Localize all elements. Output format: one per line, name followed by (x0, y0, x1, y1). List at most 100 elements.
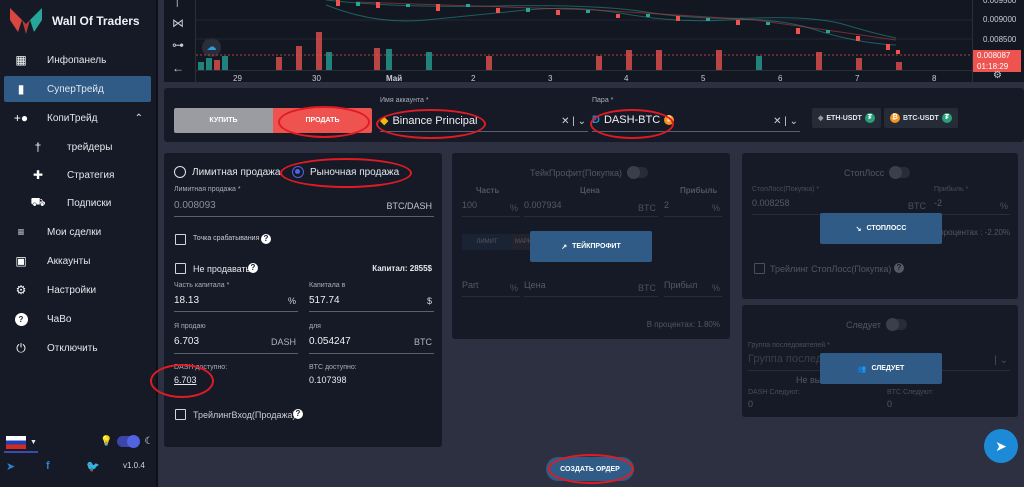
help-icon[interactable]: ? (261, 234, 271, 244)
chevron-down-icon[interactable]: ⌄ (577, 116, 586, 127)
buy-button[interactable]: КУПИТЬ (174, 108, 273, 133)
quick-pair-eth-usdt[interactable]: ◆ ETH-USDT ₮ (812, 108, 881, 128)
capital-usd-input[interactable]: 517.74 $ (309, 292, 434, 312)
sidebar-item-logout[interactable]: ⏻ Отключить (4, 335, 151, 361)
vertical-line-tool-icon[interactable]: ⊤ (172, 0, 183, 10)
help-icon[interactable]: ? (894, 263, 904, 273)
caret-down-icon: ▼ (30, 438, 37, 446)
fib-tool-icon[interactable]: ⊶ (172, 38, 184, 52)
stop-loss-price-input[interactable]: 0.008258 BTC (752, 195, 928, 215)
usdt-icon: ₮ (941, 113, 952, 123)
wallet-icon: ▣ (15, 254, 27, 268)
gear-icon: ⚙ (15, 283, 27, 297)
sidebar-item-strategy[interactable]: ✚ Стратегия (32, 168, 115, 182)
stop-loss-profit-input[interactable]: -2% (934, 195, 1010, 215)
stop-loss-toggle[interactable] (889, 166, 911, 179)
chart-cloud-badge[interactable]: ☁ (202, 38, 221, 57)
clear-icon[interactable]: ✕ (561, 116, 570, 127)
enable-take-profit-button[interactable]: ↗ ТЕЙКПРОФИТ (530, 231, 652, 262)
paper-plane-icon: ➤ (995, 437, 1007, 454)
enable-follow-button[interactable]: 👥 СЛЕДУЕТ (820, 353, 942, 384)
people-icon: 👥 (857, 365, 867, 373)
chart-settings-gear-icon[interactable]: ⚙ (993, 70, 1002, 81)
fox-logo-icon (10, 8, 42, 34)
person-icon: † (34, 140, 42, 154)
sidebar-item-settings[interactable]: ⚙ Настройки (15, 283, 97, 297)
binance-icon: ◆ (380, 115, 389, 127)
trailing-entry-checkbox[interactable] (175, 409, 186, 420)
dash-coin-icon: Ɖ (592, 114, 600, 126)
chart-toolbar: ⊤ ⋈ ⊶ ← (164, 0, 196, 84)
radio-checked[interactable] (292, 166, 304, 178)
sidebar-item-accounts[interactable]: ▣ Аккаунты (15, 254, 91, 268)
price-axis[interactable]: 0.009500 0.009000 0.008500 0.008087 01:1… (972, 0, 1024, 84)
tp-profit-input[interactable]: 2% (664, 197, 722, 217)
create-order-button[interactable]: СОЗДАТЬ ОРДЕР (546, 457, 634, 481)
tp-row-price[interactable]: Цена BTC (524, 277, 658, 297)
chevron-up-icon: ⌃ (134, 112, 143, 124)
dont-sell-checkbox[interactable] (175, 263, 186, 274)
sidebar-item-faq[interactable]: ? ЧаВо (4, 306, 151, 332)
sell-form-card: Лимитная продажа Рыночная продажа Лимитн… (164, 153, 442, 447)
telegram-chat-button[interactable]: ➤ (984, 429, 1018, 463)
sidebar-item-subscriptions[interactable]: ⛟ Подписки (30, 195, 112, 209)
tp-row-part[interactable]: Part% (462, 277, 520, 297)
help-icon[interactable]: ? (293, 409, 303, 419)
twitter-link-icon[interactable]: 🐦 (86, 461, 100, 473)
sidebar-item-infopanel[interactable]: ▦ Инфопанель (15, 53, 107, 67)
language-select[interactable]: ▼ (4, 433, 38, 453)
clear-icon[interactable]: ✕ (773, 116, 782, 127)
theme-switch[interactable]: 💡 ☾ (100, 435, 154, 448)
app-title: Wall Of Traders (52, 14, 140, 28)
logo[interactable]: Wall Of Traders (8, 6, 140, 36)
help-icon[interactable]: ? (248, 263, 258, 273)
follow-toggle[interactable] (886, 318, 908, 331)
pattern-tool-icon[interactable]: ⋈ (172, 16, 184, 30)
telegram-link-icon[interactable]: ➤ (6, 461, 16, 473)
theme-toggle[interactable] (117, 435, 141, 448)
facebook-link-icon[interactable]: f (46, 460, 50, 472)
sidebar-item-my-deals[interactable]: ≡ Мои сделки (4, 219, 151, 245)
sell-button[interactable]: ПРОДАТЬ (273, 108, 372, 133)
cart-icon: ⛟ (30, 195, 46, 209)
chevron-down-icon[interactable]: ⌄ (789, 116, 798, 127)
usdt-icon: ₮ (864, 113, 875, 123)
limit-price-input[interactable]: 0.008093 BTC/DASH (174, 197, 434, 217)
trending-up-icon: ↗ (561, 243, 568, 251)
russian-flag-icon (6, 435, 26, 449)
sell-amount-input[interactable]: 6.703 DASH (174, 333, 298, 354)
list-icon: ≡ (17, 225, 25, 239)
chevron-down-icon[interactable]: | ⌄ (994, 355, 1008, 366)
btc-coin-icon: ₿ (664, 115, 675, 125)
pair-select[interactable]: Пара * Ɖ DASH-BTC ₿ ✕ | ⌄ (592, 97, 800, 132)
lightbulb-icon: 💡 (100, 436, 113, 447)
btc-icon: ₿ (890, 113, 900, 123)
back-arrow-icon[interactable]: ← (172, 61, 184, 75)
enable-stop-loss-button[interactable]: ↘ СТОПЛОСС (820, 213, 942, 244)
btc-available-value: 0.107398 (309, 375, 347, 385)
quick-pair-btc-usdt[interactable]: ₿ BTC-USDT ₮ (884, 108, 958, 128)
tp-part-input[interactable]: 100% (462, 197, 520, 217)
puzzle-icon: ✚ (32, 168, 44, 182)
bar-chart-icon: ▮ (17, 82, 25, 96)
limit-sell-radio[interactable]: Лимитная продажа (174, 166, 280, 178)
moon-icon: ☾ (144, 436, 154, 447)
dash-available-link[interactable]: 6.703 (174, 375, 197, 385)
take-profit-toggle[interactable] (627, 166, 649, 179)
price-chart[interactable]: ⊤ ⋈ ⊶ ← ☁ (164, 0, 1024, 84)
tp-limit-tab[interactable]: ЛИМИТ (462, 234, 512, 250)
account-select[interactable]: Имя аккаунта * ◆ Binance Principal ✕ | ⌄ (380, 97, 588, 132)
sidebar-item-supertrade[interactable]: ▮ СуперТрейд (4, 76, 151, 102)
trigger-point-checkbox[interactable] (175, 234, 186, 245)
capital-part-input[interactable]: 18.13 % (174, 292, 298, 312)
market-sell-radio[interactable]: Рыночная продажа (292, 166, 399, 178)
order-header-panel: КУПИТЬ ПРОДАТЬ Имя аккаунта * ◆ Binance … (164, 88, 1024, 142)
tp-price-input[interactable]: 0.007934 BTC (524, 197, 658, 217)
tp-row-profit[interactable]: Прибыл% (664, 277, 722, 297)
sidebar-item-copytrade[interactable]: +● КопиТрейд ⌃ (13, 111, 143, 125)
trailing-stop-loss-checkbox[interactable] (754, 263, 765, 274)
buy-sell-toggle: КУПИТЬ ПРОДАТЬ (174, 108, 372, 133)
radio-unchecked[interactable] (174, 166, 186, 178)
receive-amount-input[interactable]: 0.054247 BTC (309, 333, 434, 354)
sidebar-item-traders[interactable]: † трейдеры (4, 134, 151, 160)
